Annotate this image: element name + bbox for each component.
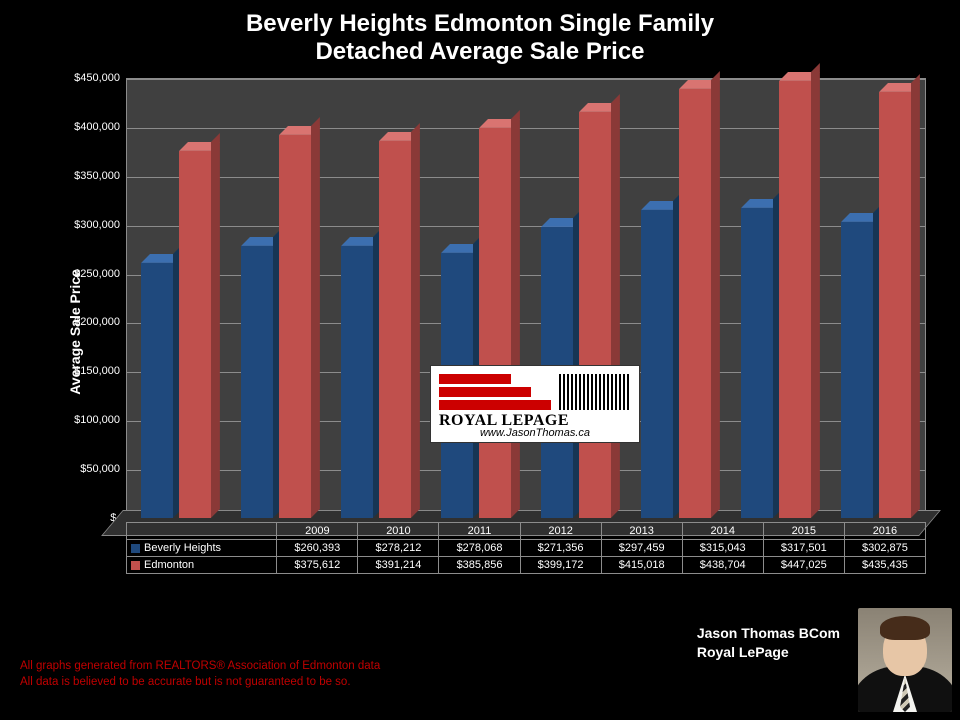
bar [579, 112, 611, 518]
y-tick-label: $200,000 [74, 316, 120, 328]
table-cell: $391,214 [358, 557, 439, 574]
y-tick-label: $50,000 [80, 463, 120, 475]
avatar-hair [880, 616, 930, 640]
bars-container [126, 78, 926, 518]
disclaimer-line2: All data is believed to be accurate but … [20, 674, 380, 690]
y-tick-label: $250,000 [74, 268, 120, 280]
legend-swatch [131, 544, 140, 553]
plot-region [126, 78, 926, 518]
table-year-header: 2016 [844, 523, 925, 540]
author-block: Jason Thomas BCom Royal LePage [697, 624, 840, 662]
table-cell: $415,018 [601, 557, 682, 574]
logo-bar [439, 387, 531, 397]
table-year-header: 2014 [682, 523, 763, 540]
table-year-header: 2009 [277, 523, 358, 540]
chart-area: Average Sale Price $-$50,000$100,000$150… [30, 78, 930, 586]
bar-group [326, 78, 426, 518]
chart-title-line1: Beverly Heights Edmonton Single Family [0, 10, 960, 38]
table-cell: $385,856 [439, 557, 520, 574]
y-tick-label: $150,000 [74, 365, 120, 377]
bar-group [226, 78, 326, 518]
table-year-header: 2012 [520, 523, 601, 540]
y-tick-label: $450,000 [74, 72, 120, 84]
data-table: 20092010201120122013201420152016 Beverly … [126, 522, 926, 574]
table-year-header: 2010 [358, 523, 439, 540]
chart-title: Beverly Heights Edmonton Single Family D… [0, 0, 960, 66]
bar [779, 81, 811, 518]
table-year-header: 2013 [601, 523, 682, 540]
bar [179, 151, 211, 518]
logo-barcode-icon [559, 374, 631, 410]
bar [841, 222, 873, 518]
table-cell: $278,068 [439, 540, 520, 557]
table-cell: $260,393 [277, 540, 358, 557]
bar [879, 92, 911, 518]
bar [679, 89, 711, 518]
table-cell: $447,025 [763, 557, 844, 574]
chart-title-line2: Detached Average Sale Price [0, 38, 960, 66]
logo-bar [439, 400, 551, 410]
bar [141, 263, 173, 518]
bar-group [426, 78, 526, 518]
y-tick-label: $400,000 [74, 121, 120, 133]
table-cell: $315,043 [682, 540, 763, 557]
bar [479, 128, 511, 518]
table-cell: $302,875 [844, 540, 925, 557]
y-tick-label: $300,000 [74, 219, 120, 231]
bar-group [726, 78, 826, 518]
y-tick-label: $350,000 [74, 170, 120, 182]
table-cell: $278,212 [358, 540, 439, 557]
author-line2: Royal LePage [697, 643, 840, 662]
bar-group [526, 78, 626, 518]
bar-group [126, 78, 226, 518]
bar [241, 246, 273, 518]
table-cell: $297,459 [601, 540, 682, 557]
table-series-label: Beverly Heights [127, 540, 277, 557]
bar [379, 141, 411, 518]
bar-group [626, 78, 726, 518]
legend-swatch [131, 561, 140, 570]
y-axis-ticks: $-$50,000$100,000$150,000$200,000$250,00… [52, 78, 120, 518]
table-year-header: 2015 [763, 523, 844, 540]
y-tick-label: $100,000 [74, 414, 120, 426]
table-corner [127, 523, 277, 540]
table-cell: $375,612 [277, 557, 358, 574]
table-cell: $271,356 [520, 540, 601, 557]
disclaimer-text: All graphs generated from REALTORS® Asso… [20, 658, 380, 690]
table-cell: $435,435 [844, 557, 925, 574]
bar [341, 246, 373, 518]
author-photo [858, 608, 952, 712]
table-cell: $399,172 [520, 557, 601, 574]
bar [641, 210, 673, 518]
disclaimer-line1: All graphs generated from REALTORS® Asso… [20, 658, 380, 674]
bar [741, 208, 773, 518]
table-series-label: Edmonton [127, 557, 277, 574]
bar-group [826, 78, 926, 518]
table-cell: $438,704 [682, 557, 763, 574]
author-line1: Jason Thomas BCom [697, 624, 840, 643]
logo-bar [439, 374, 511, 384]
bar [279, 135, 311, 518]
logo-url: www.JasonThomas.ca [431, 427, 639, 439]
table-year-header: 2011 [439, 523, 520, 540]
table-cell: $317,501 [763, 540, 844, 557]
royal-lepage-logo: ROYAL LEPAGE www.JasonThomas.ca [430, 365, 640, 443]
